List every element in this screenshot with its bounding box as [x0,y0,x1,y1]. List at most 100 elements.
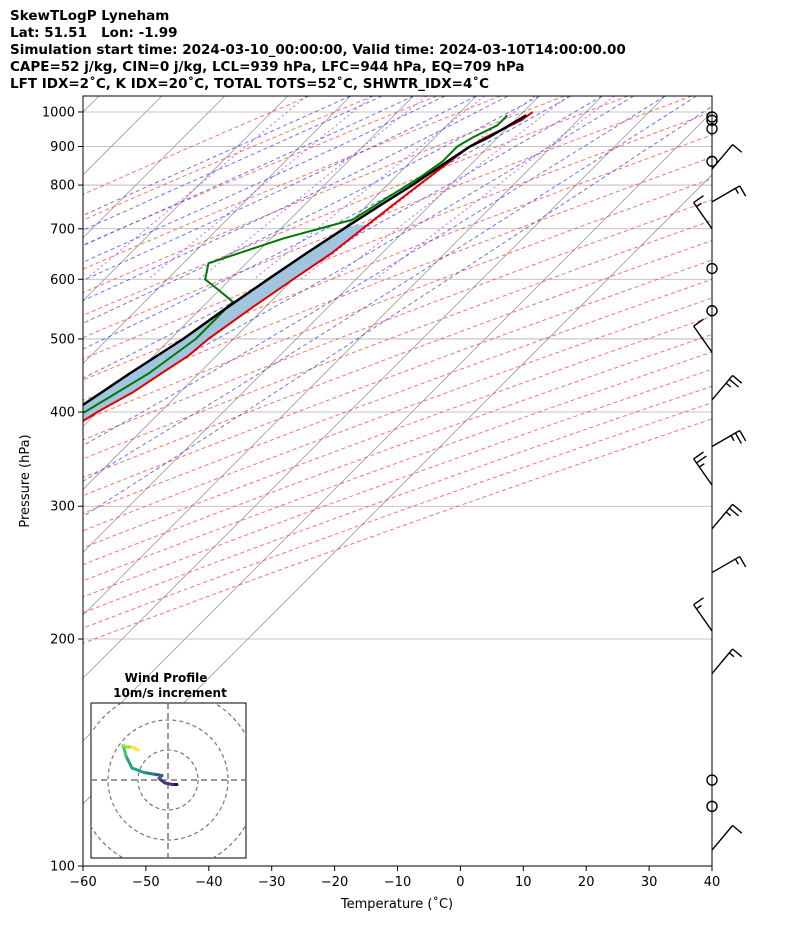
mixing-ratio-line [331,96,569,280]
chart-title: SkewTLogP Lyneham [10,8,170,24]
moist-adiabat [83,96,414,247]
dry-adiabat [83,178,712,421]
wind-barb [693,597,713,632]
moist-adiabat [83,96,540,324]
dry-adiabat [83,96,692,339]
y-tick-label: 600 [50,273,75,288]
hodograph-inset: Wind Profile 10m/s increment [90,671,247,859]
hodograph-subtitle: 10m/s increment [113,686,227,700]
wind-barb [711,429,747,448]
y-tick-label: 700 [50,222,75,237]
dry-adiabat [83,385,712,614]
x-tick-label: −40 [195,875,222,890]
hodograph-ring [137,749,199,811]
isotherm-line [83,96,603,616]
isotherm-line [83,96,351,365]
temperature-profile [83,111,534,423]
x-axis-label: Temperature (˚C) [340,896,453,912]
sounding-profiles [83,111,534,423]
wind-barb [693,318,713,353]
x-tick-label: −50 [132,875,159,890]
chart-header: SkewTLogP Lyneham Lat: 51.51 Lon: -1.99 Si… [10,8,626,93]
wind-barb [706,305,718,317]
dry-adiabat [83,278,712,514]
wind-barb [711,503,743,530]
moist-adiabat [83,96,666,447]
dry-adiabat [83,418,712,644]
dry-adiabat [83,402,712,629]
moist-adiabat [83,96,571,350]
dry-adiabat [83,96,437,246]
y-tick-label: 800 [50,179,75,194]
y-tick-label: 400 [50,406,75,421]
wind-barb [706,123,718,135]
x-tick-label: 30 [641,875,658,890]
hodograph-ring [107,719,229,841]
isotherm-line [83,96,288,302]
y-tick-label: 500 [50,332,75,347]
wind-barb [706,111,718,123]
x-tick-label: −60 [69,875,96,890]
dewpoint-profile [83,114,509,414]
moist-adiabat [83,96,509,302]
dry-adiabat [83,368,712,598]
moist-adiabat [83,105,712,517]
y-tick-label: 900 [50,140,75,155]
y-tick-label: 200 [50,633,75,648]
moist-adiabat [83,96,697,482]
y-tick-label: 100 [50,860,75,875]
mixing-ratio-line [147,96,373,280]
parcel-profile [83,114,527,407]
isotherm-line [83,96,414,428]
x-tick-label: −10 [384,875,411,890]
hodograph-segment [130,766,146,774]
station-coordinates: Lat: 51.51 Lon: -1.99 [10,25,178,41]
wind-barb [693,451,713,486]
cape-fill [83,224,368,422]
x-tick-label: 10 [515,875,532,890]
x-tick-label: −30 [258,875,285,890]
wind-barbs [693,111,747,851]
x-tick-label: −20 [321,875,348,890]
wind-barb [711,648,743,674]
dry-adiabat [83,96,501,270]
wind-barb [706,774,718,786]
wind-barb [711,374,743,401]
isotherm-line [83,96,226,239]
mixing-ratio-line [198,96,427,280]
hodograph-title: Wind Profile [125,671,208,685]
hodograph-segment [142,771,155,776]
cape-area [83,224,368,422]
hodograph-segment [130,745,140,752]
dry-adiabat [83,156,712,402]
y-tick-label: 300 [50,500,75,515]
y-tick-label: 1000 [42,105,75,120]
dry-adiabat [83,96,629,316]
dry-adiabat [83,111,712,360]
wind-barb [706,155,718,168]
simulation-time: Simulation start time: 2024-03-10_00:00:… [10,42,626,58]
dry-adiabat [83,96,310,195]
isotherm-line [83,96,477,490]
background-lines [83,96,712,866]
isotherm-line [83,96,540,553]
hodograph-segment [151,772,164,777]
axis-ticks: −60 −50 −40 −30 −20 −10 0 10 20 30 40 1000 900 800 700… [42,105,720,890]
wind-barb [706,262,718,275]
cape-summary: CAPE=52 j/kg, CIN=0 j/kg, LCL=939 hPa, L… [10,59,525,75]
moist-adiabat [83,96,477,281]
x-tick-label: 20 [578,875,595,890]
isotherm-line [83,96,666,679]
moist-adiabat [83,96,634,412]
moist-adiabat [83,96,603,379]
mixing-ratio-line [85,96,307,280]
wind-barb [711,824,743,851]
wind-barb [706,114,718,126]
wind-barb [706,800,718,812]
wind-barb [693,195,713,230]
dry-adiabat [83,134,712,381]
y-axis-label: Pressure (hPa) [18,434,33,527]
dry-adiabat [83,219,712,460]
wind-barb [711,555,747,574]
